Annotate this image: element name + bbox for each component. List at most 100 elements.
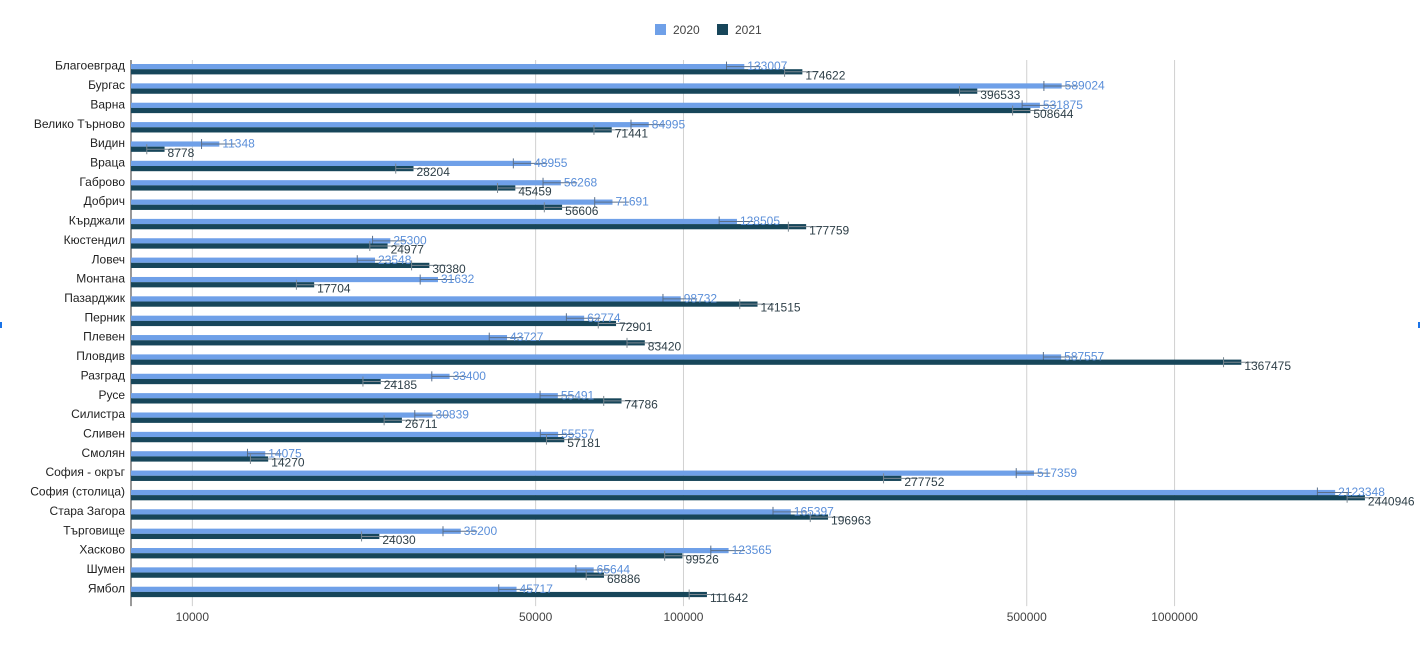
legend: 2020 2021 — [655, 23, 762, 37]
bars — [131, 61, 1382, 600]
bar-2021 — [131, 398, 622, 404]
bar-2020 — [131, 238, 391, 244]
bar-2020 — [131, 567, 594, 573]
category-label: Разград — [81, 368, 125, 382]
x-tick-label: 50000 — [519, 610, 553, 624]
data-label-2021: 99526 — [685, 552, 719, 566]
data-label-2020: 45717 — [520, 582, 554, 596]
data-label-2021: 71441 — [615, 126, 649, 140]
data-label-2021: 28204 — [417, 165, 451, 179]
bar-2020 — [131, 122, 649, 128]
category-label: Пловдив — [76, 349, 125, 363]
category-label: Враца — [90, 155, 125, 169]
bar-2021 — [131, 514, 829, 520]
category-label: Добрич — [84, 194, 125, 208]
category-label: Видин — [90, 136, 125, 150]
data-label-2020: 133007 — [747, 59, 787, 73]
bar-2021 — [131, 378, 381, 385]
x-tick-label: 1000000 — [1151, 610, 1198, 624]
left-edge-marker — [0, 322, 2, 328]
category-label: Бургас — [88, 78, 125, 92]
data-label-2021: 508644 — [1033, 107, 1073, 121]
data-label-2020: 31632 — [441, 272, 475, 286]
bar-2021 — [131, 495, 1365, 501]
bar-2021 — [131, 437, 565, 443]
data-label-2021: 141515 — [761, 301, 801, 315]
data-label-2021: 17704 — [317, 281, 351, 295]
category-label: Кюстендил — [64, 233, 125, 247]
data-label-2021: 174622 — [805, 68, 845, 82]
bar-2020 — [131, 296, 681, 302]
category-label: Велико Търново — [34, 117, 125, 131]
category-label: Търговище — [63, 523, 125, 537]
bar-2021 — [131, 533, 380, 540]
bar-2020 — [131, 218, 737, 225]
data-label-2020: 531875 — [1043, 98, 1083, 112]
data-label-2021: 24030 — [382, 533, 416, 547]
category-label: Смолян — [82, 446, 125, 460]
x-tick-label: 10000 — [176, 610, 210, 624]
data-label-2020: 2123348 — [1338, 485, 1385, 499]
data-label-2021: 24977 — [391, 243, 425, 257]
data-label-2020: 587557 — [1064, 350, 1104, 364]
category-label: Плевен — [83, 330, 125, 344]
x-axis-tick-labels: 10000 50000 100000 500000 1000000 — [176, 610, 1199, 624]
x-tick-label: 100000 — [663, 610, 703, 624]
legend-label-2020: 2020 — [673, 23, 700, 37]
bar-2021 — [131, 107, 1031, 114]
data-label-2020: 128505 — [740, 214, 780, 228]
bar-2021 — [131, 456, 269, 462]
category-label: Пазарджик — [64, 291, 125, 305]
data-label-2020: 11348 — [222, 137, 255, 151]
bar-2021 — [131, 243, 388, 249]
bar-2021 — [131, 127, 612, 133]
category-label: Варна — [90, 97, 125, 111]
data-label-2020: 62774 — [587, 311, 621, 325]
category-label: Благоевград — [55, 59, 125, 73]
bar-2020 — [131, 548, 729, 554]
data-label-2021: 396533 — [980, 88, 1020, 102]
bar-2020 — [131, 102, 1040, 108]
category-label: Силистра — [71, 407, 125, 421]
category-label: Сливен — [83, 427, 125, 441]
bar-2021 — [131, 359, 1242, 365]
category-label: Монтана — [76, 272, 125, 286]
data-label-2020: 23548 — [378, 253, 412, 267]
bar-2020 — [131, 180, 561, 186]
data-label-2020: 84995 — [652, 117, 686, 131]
data-label-2021: 277752 — [904, 475, 944, 489]
data-label-2021: 74786 — [624, 398, 658, 412]
data-label-2020: 165397 — [794, 504, 834, 518]
bar-2020 — [131, 335, 508, 341]
category-label: Габрово — [79, 175, 125, 189]
bar-2020 — [131, 83, 1062, 89]
bar-2020 — [131, 470, 1035, 476]
bar-2021 — [131, 185, 516, 191]
bar-2020 — [131, 393, 558, 399]
bar-2020 — [131, 431, 559, 438]
legend-label-2021: 2021 — [735, 23, 762, 37]
data-label-2020: 35200 — [464, 524, 498, 538]
data-label-2020: 55557 — [561, 427, 595, 441]
bar-2020 — [131, 354, 1062, 360]
data-label-2021: 26711 — [405, 417, 438, 431]
category-label: Ловеч — [92, 252, 125, 266]
bar-2021 — [131, 572, 604, 578]
category-label: Русе — [98, 388, 125, 402]
bar-2021 — [131, 282, 315, 288]
data-label-2021: 45459 — [518, 185, 552, 199]
category-label: Ямбол — [88, 581, 125, 595]
data-label-2021: 72901 — [619, 320, 653, 334]
category-label: София (столица) — [30, 485, 125, 499]
bar-2021 — [131, 224, 807, 230]
bar-2021 — [131, 340, 645, 346]
bar-2020 — [131, 276, 438, 283]
bar-2020 — [131, 528, 461, 534]
bar-2021 — [131, 204, 563, 210]
bar-2021 — [131, 553, 683, 559]
data-label-2021: 2440946 — [1368, 494, 1415, 508]
bar-2020 — [131, 509, 791, 515]
data-label-2020: 56268 — [564, 175, 598, 189]
